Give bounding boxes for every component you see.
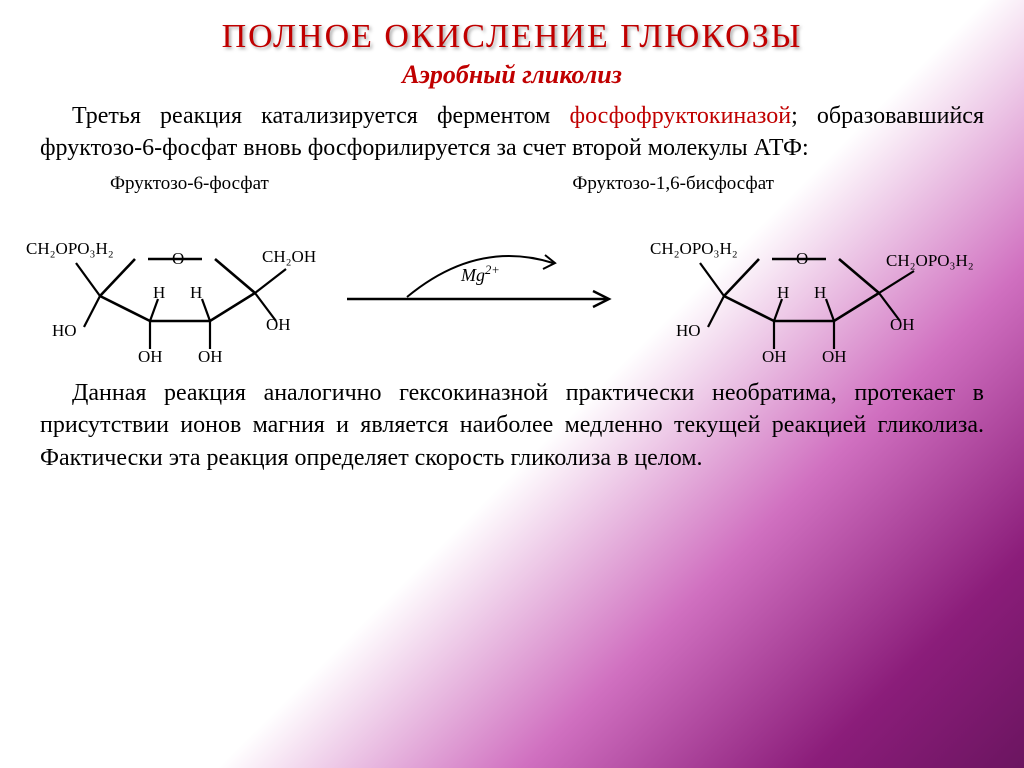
reaction-scheme: O CH₂OPO₃H₂ CH₂OH HO H OH H OH OH Mg2+ — [40, 201, 984, 371]
f6p-ring — [40, 201, 310, 371]
catalyst-label: Mg2+ — [461, 263, 500, 286]
reaction-arrow-zone: Mg2+ — [337, 221, 637, 351]
para1-pre: Третья реакция катализируется ферментом — [72, 103, 570, 129]
f16bp-oh-3: OH — [762, 347, 787, 367]
f6p-oh-left: HO — [52, 321, 77, 341]
f16bp-oh-2: OH — [822, 347, 847, 367]
f6p-h-3: H — [153, 283, 165, 303]
paragraph-2: Данная реакция аналогично гексокиназной … — [40, 377, 984, 474]
paragraph-1: Третья реакция катализируется ферментом … — [40, 100, 984, 165]
f6p-c1-sub: CH₂OH — [262, 247, 316, 267]
f6p-h-2: H — [190, 283, 202, 303]
label-product: Фруктозо-1,6-бисфосфат — [572, 173, 774, 195]
catalyst-mg: Mg — [461, 265, 485, 285]
f6p-oh-2: OH — [198, 347, 223, 367]
slide-title: ПОЛНОЕ ОКИСЛЕНИЕ ГЛЮКОЗЫ — [40, 18, 984, 56]
f16bp-h-2: H — [814, 283, 826, 303]
slide: ПОЛНОЕ ОКИСЛЕНИЕ ГЛЮКОЗЫ Аэробный гликол… — [0, 0, 1024, 768]
molecule-f6p: O CH₂OPO₃H₂ CH₂OH HO H OH H OH OH — [40, 201, 310, 371]
catalyst-charge: 2+ — [485, 263, 500, 277]
f6p-oh-3: OH — [138, 347, 163, 367]
f16bp-c5-sub: CH₂OPO₃H₂ — [650, 239, 738, 259]
ring-oxygen: O — [172, 249, 184, 269]
f16bp-h-3: H — [777, 283, 789, 303]
molecule-f16bp: O CH₂OPO₃H₂ CH₂OPO₃H₂ HO H OH H OH OH — [664, 201, 984, 371]
f16bp-c1-sub: CH₂OPO₃H₂ — [886, 251, 974, 271]
f16bp-oh-left: HO — [676, 321, 701, 341]
reaction-arrow — [337, 221, 637, 351]
ring-oxygen-2: O — [796, 249, 808, 269]
slide-subtitle: Аэробный гликолиз — [40, 60, 984, 90]
label-reagent: Фруктозо-6-фосфат — [110, 173, 269, 195]
f6p-c5-sub: CH₂OPO₃H₂ — [26, 239, 114, 259]
f6p-oh-1: OH — [266, 315, 291, 335]
reagent-labels: Фруктозо-6-фосфат Фруктозо-1,6-бисфосфат — [40, 173, 984, 195]
f16bp-oh-1: OH — [890, 315, 915, 335]
para1-enzyme: фосфофруктокиназой — [570, 103, 792, 129]
